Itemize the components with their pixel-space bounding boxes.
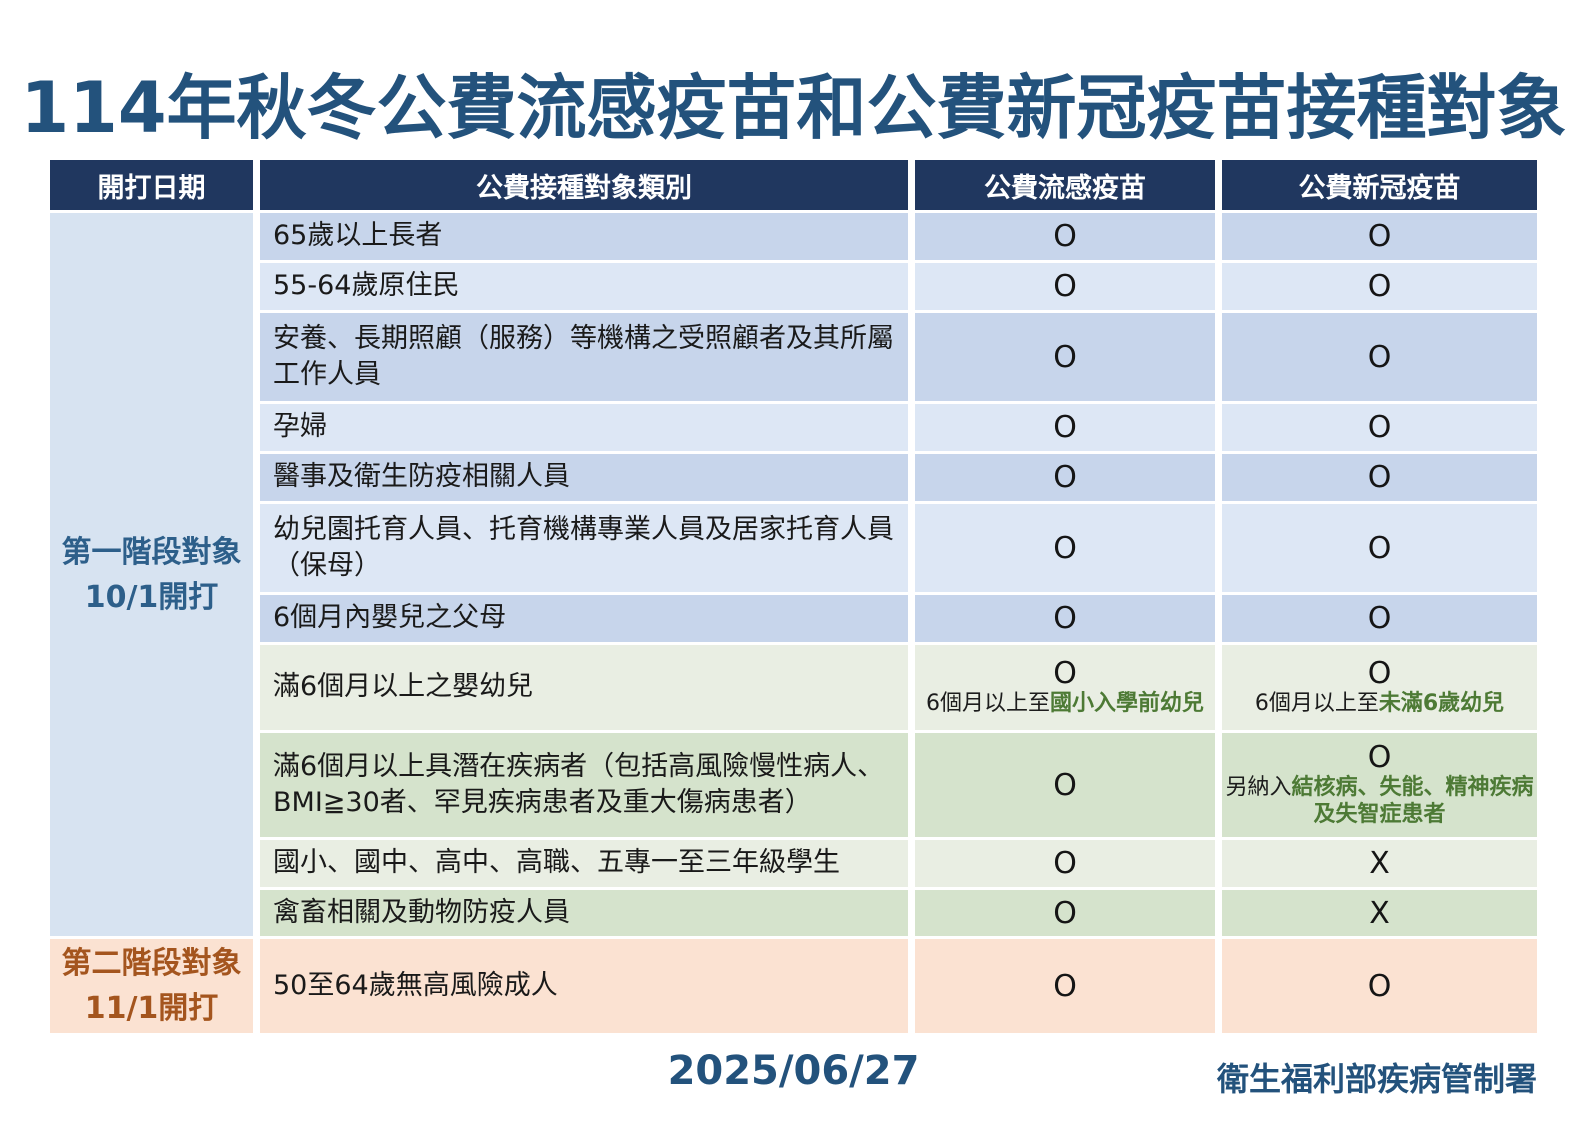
flu-mark: O: [915, 313, 1215, 401]
covid-mark: O: [1222, 213, 1537, 260]
covid-mark: X: [1222, 840, 1537, 887]
note-text: 另納入: [1225, 775, 1292, 801]
flu-mark: O: [1053, 656, 1077, 692]
phase2-label: 第二階段對象: [61, 946, 242, 981]
flu-mark: O: [915, 595, 1215, 642]
flu-mark: O: [915, 840, 1215, 887]
category-cell: 安養、長期照顧（服務）等機構之受照顧者及其所屬工作人員: [260, 313, 908, 401]
column-header-flu-vaccine: 公費流感疫苗: [915, 160, 1215, 210]
flu-mark: O: [915, 454, 1215, 501]
covid-mark: O: [1222, 454, 1537, 501]
category-cell: 滿6個月以上之嬰幼兒: [260, 645, 908, 730]
covid-note: 另納入結核病、失能、精神疾病及失智症患者: [1222, 775, 1537, 829]
flu-mark: O: [915, 504, 1215, 592]
covid-mark: O: [1367, 656, 1392, 692]
flu-mark: O: [915, 890, 1215, 936]
column-header-start-date: 開打日期: [50, 160, 253, 210]
category-cell: 孕婦: [260, 404, 908, 451]
covid-mark: O: [1222, 404, 1537, 451]
note-highlight: 未滿6歲幼兒: [1378, 691, 1505, 717]
category-cell: 55-64歲原住民: [260, 263, 908, 310]
category-cell: 65歲以上長者: [260, 213, 908, 260]
category-cell: 國小、國中、高中、高職、五專一至三年級學生: [260, 840, 908, 887]
covid-mark: O: [1222, 263, 1537, 310]
flu-note: 6個月以上至國小入學前幼兒: [926, 691, 1204, 718]
category-cell: 50至64歲無高風險成人: [260, 939, 908, 1033]
footer-agency: 衛生福利部疾病管制署: [1216, 1060, 1537, 1098]
note-text: 6個月以上至: [925, 691, 1050, 717]
flu-mark: O: [915, 263, 1215, 310]
category-cell: 禽畜相關及動物防疫人員: [260, 890, 908, 936]
note-highlight: 結核病、失能、精神疾病及失智症患者: [1291, 775, 1534, 827]
flu-mark: O: [915, 213, 1215, 260]
covid-mark: O: [1367, 740, 1392, 776]
category-cell: 6個月內嬰兒之父母: [260, 595, 908, 642]
phase2-cell: 第二階段對象 11/1開打: [50, 939, 253, 1033]
covid-mark: O: [1222, 313, 1537, 401]
phase1-start-date: 10/1開打: [84, 579, 219, 615]
covid-mark: O: [1222, 595, 1537, 642]
covid-mark: O: [1222, 504, 1537, 592]
covid-mark-cell: O 6個月以上至未滿6歲幼兒: [1222, 645, 1537, 730]
note-text: 6個月以上至: [1254, 691, 1379, 717]
phase1-cell: 第一階段對象 10/1開打: [50, 213, 253, 936]
covid-mark: O: [1222, 939, 1537, 1033]
phase1-label: 第一階段對象: [61, 534, 242, 570]
column-header-category: 公費接種對象類別: [260, 160, 908, 210]
flu-mark: O: [915, 404, 1215, 451]
category-cell: 醫事及衛生防疫相關人員: [260, 454, 908, 501]
flu-mark-cell: O 6個月以上至國小入學前幼兒: [915, 645, 1215, 730]
phase2-start-date: 11/1開打: [84, 991, 219, 1026]
flu-mark: O: [915, 733, 1215, 837]
covid-mark-cell: O 另納入結核病、失能、精神疾病及失智症患者: [1222, 733, 1537, 837]
note-highlight: 國小入學前幼兒: [1049, 691, 1204, 717]
footer-date: 2025/06/27: [667, 1048, 920, 1094]
flu-mark: O: [915, 939, 1215, 1033]
column-header-covid-vaccine: 公費新冠疫苗: [1222, 160, 1537, 210]
covid-note: 6個月以上至未滿6歲幼兒: [1255, 691, 1504, 718]
vaccine-eligibility-table: 開打日期 公費接種對象類別 公費流感疫苗 公費新冠疫苗 第一階段對象 10/1開…: [50, 160, 1537, 1033]
page-title: 114年秋冬公費流感疫苗和公費新冠疫苗接種對象: [20, 67, 1567, 149]
category-cell: 幼兒園托育人員、托育機構專業人員及居家托育人員（保母）: [260, 504, 908, 592]
category-cell: 滿6個月以上具潛在疾病者（包括高風險慢性病人、BMI≧30者、罕見疾病患者及重大…: [260, 733, 908, 837]
covid-mark: X: [1222, 890, 1537, 936]
